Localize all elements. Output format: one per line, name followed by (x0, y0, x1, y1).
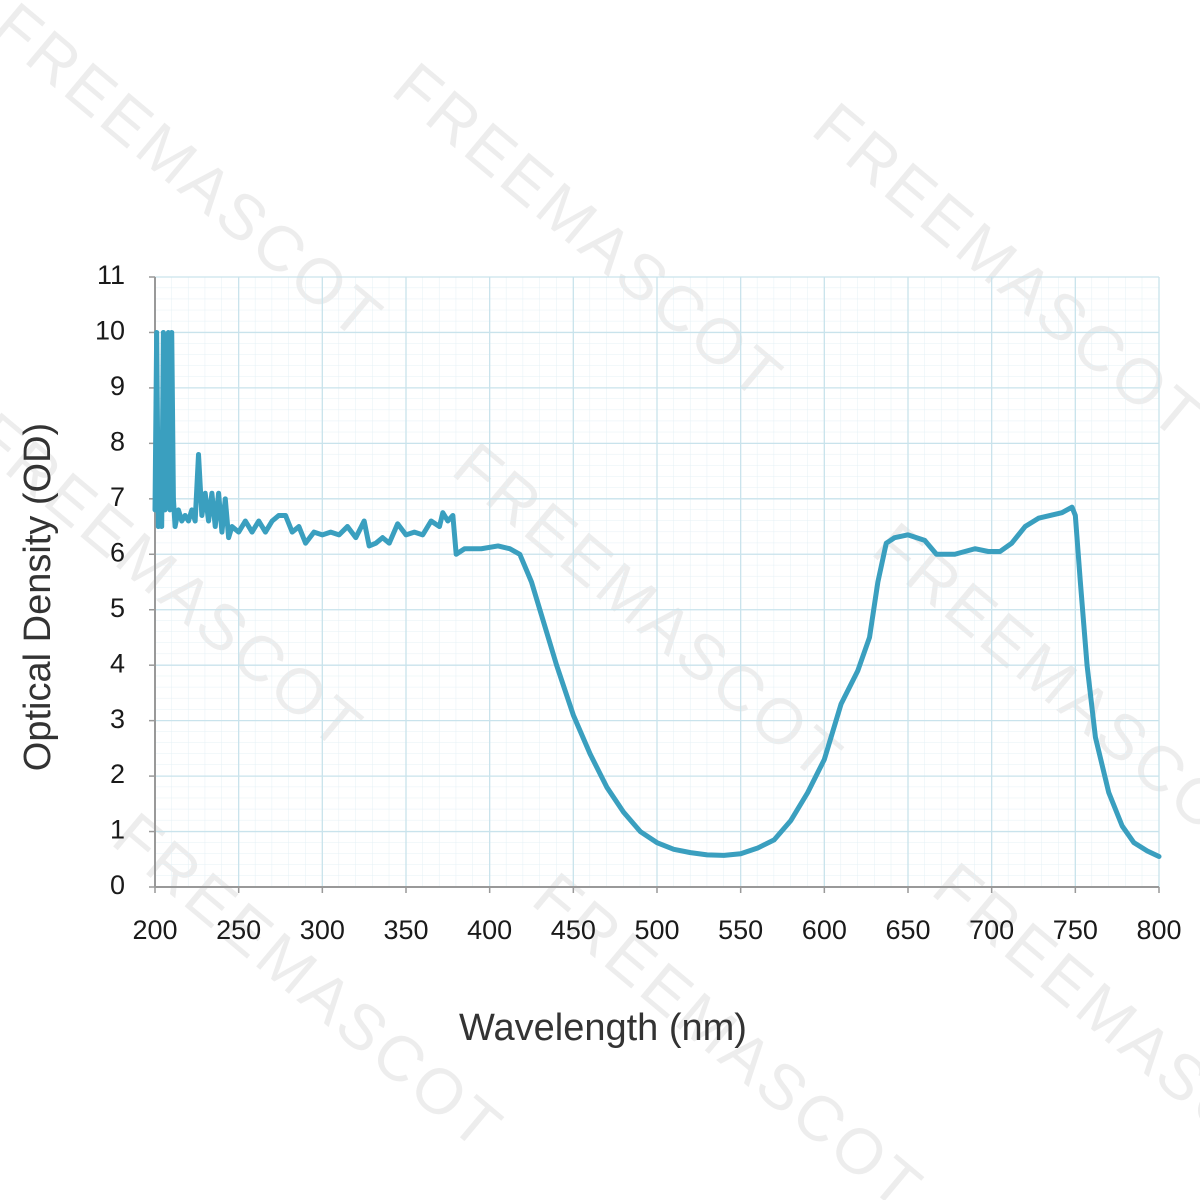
y-tick-label: 1 (110, 815, 125, 845)
y-tick-label: 5 (110, 593, 125, 623)
y-tick-label: 9 (110, 371, 125, 401)
y-tick-label: 4 (110, 648, 125, 678)
x-tick-label: 750 (1053, 915, 1098, 945)
x-tick-label: 350 (383, 915, 428, 945)
y-tick-label: 6 (110, 537, 125, 567)
y-tick-label: 7 (110, 482, 125, 512)
y-tick-label: 0 (110, 870, 125, 900)
x-tick-label: 450 (551, 915, 596, 945)
x-tick-label: 300 (300, 915, 345, 945)
x-tick-label: 550 (718, 915, 763, 945)
y-tick-label: 11 (97, 260, 125, 290)
x-tick-label: 400 (467, 915, 512, 945)
x-tick-label: 600 (802, 915, 847, 945)
watermark: FREEMASCOT (920, 849, 1200, 1200)
plot (152, 329, 1162, 859)
grid (149, 276, 1160, 893)
x-tick-label: 200 (132, 915, 177, 945)
labels: 0 1 2 3 4 5 6 7 8 9 10 11 200 250 300 350 400 450 500 550 60… (95, 260, 1182, 945)
y-tick-label: 8 (110, 426, 125, 456)
x-tick-label: 700 (969, 915, 1014, 945)
data-line (152, 329, 1162, 859)
x-tick-label: 250 (216, 915, 261, 945)
y-axis-title: Optical Density (OD) (17, 423, 59, 771)
x-tick-label: 800 (1136, 915, 1181, 945)
x-tick-label: 650 (885, 915, 930, 945)
x-tick-label: 500 (634, 915, 679, 945)
y-tick-label: 2 (110, 759, 125, 789)
y-tick-label: 3 (110, 704, 125, 734)
x-axis-title: Wavelength (nm) (459, 1007, 747, 1049)
y-tick-label: 10 (95, 316, 125, 346)
